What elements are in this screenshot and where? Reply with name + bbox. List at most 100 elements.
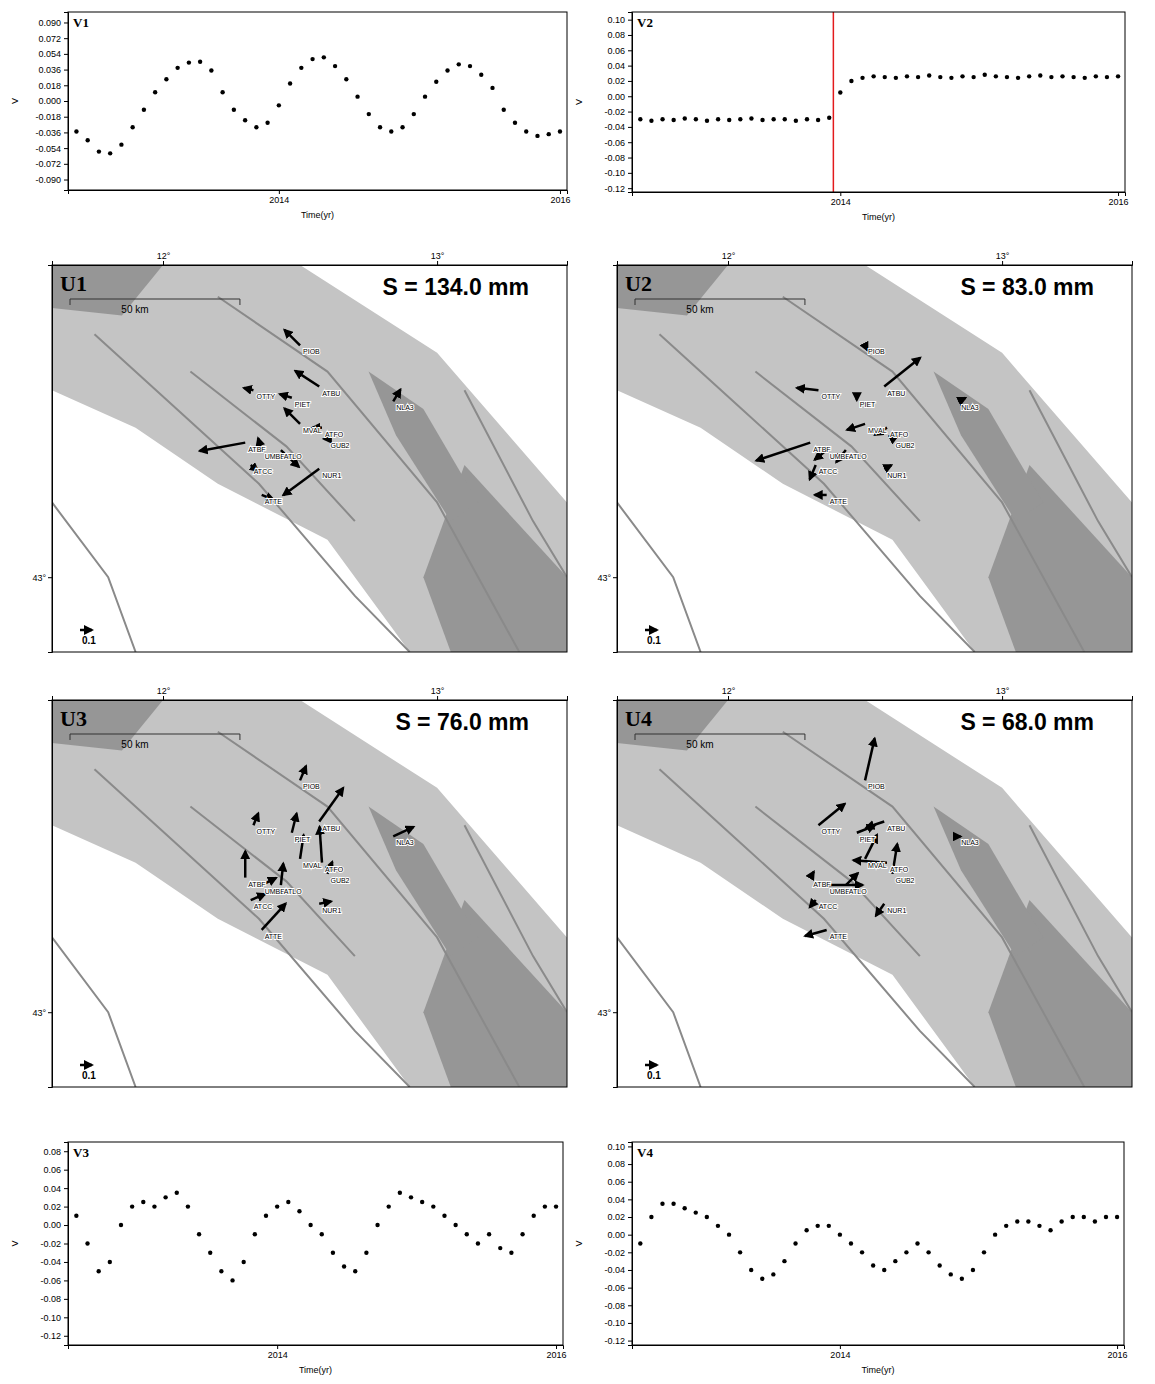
- tick-label: 0.06: [43, 1165, 61, 1175]
- station-label: ATCC: [254, 468, 273, 475]
- data-point: [308, 1223, 312, 1227]
- station-label: GUB2: [330, 877, 349, 884]
- tick-mark: [64, 148, 68, 149]
- tick: 13°: [431, 251, 445, 265]
- map-frame: [617, 700, 1132, 1087]
- data-point: [1059, 1219, 1063, 1223]
- axis-xticks: 20142016: [633, 192, 1129, 207]
- fault-line: [1029, 825, 1132, 1012]
- data-point: [1116, 74, 1120, 78]
- data-point: [682, 1206, 686, 1210]
- station-label: UMBE: [830, 888, 851, 895]
- tick-label: 2014: [268, 1350, 288, 1360]
- tick-mark: [840, 192, 841, 196]
- tick-label: -0.06: [40, 1276, 61, 1286]
- station-label: MVAL: [868, 862, 887, 869]
- tick: 43°: [597, 1008, 617, 1018]
- data-point: [671, 1202, 675, 1206]
- panel: 0.100.080.060.040.020.00-0.02-0.04-0.06-…: [574, 1142, 1128, 1375]
- station-label: ATBF: [248, 881, 265, 888]
- tick-label: 0.02: [607, 76, 625, 86]
- fault-line: [755, 372, 919, 522]
- tick-mark: [64, 1336, 68, 1337]
- data-point: [310, 57, 314, 61]
- data-point: [1005, 75, 1009, 79]
- data-point: [927, 73, 931, 77]
- tick-label: -0.12: [40, 1331, 61, 1341]
- data-point: [197, 1232, 201, 1236]
- tick: 43°: [597, 573, 617, 583]
- data-point: [705, 1215, 709, 1219]
- tick-mark: [628, 1288, 632, 1289]
- axis-line: [613, 266, 618, 653]
- station-label: PIET: [860, 401, 876, 408]
- tick-label: 0.072: [38, 34, 61, 44]
- tick-mark: [628, 142, 632, 143]
- data-point: [905, 74, 909, 78]
- data-point: [264, 1214, 268, 1218]
- vector-arrow: [756, 443, 810, 461]
- tick: 43°: [32, 1008, 52, 1018]
- data-point: [982, 1250, 986, 1254]
- tick-mark: [277, 1345, 278, 1349]
- tick: -0.018: [35, 112, 68, 122]
- tick-mark: [64, 1280, 68, 1281]
- vector-arrow: [284, 330, 300, 346]
- data-point: [241, 1260, 245, 1264]
- station-label: PIET: [295, 401, 311, 408]
- tick: 2016: [550, 190, 570, 205]
- tick-mark: [64, 22, 68, 23]
- tick-label: -0.02: [604, 1248, 625, 1258]
- fault-line: [755, 807, 919, 957]
- map-panel: PIOBATBUNLA3OTTYPIETMVALATFOGUB2ATBFUMBE…: [32, 686, 567, 1088]
- data-point: [716, 1224, 720, 1228]
- tick-mark: [628, 127, 632, 128]
- tick: -0.12: [604, 1336, 632, 1346]
- relief-light: [617, 700, 1132, 1087]
- vector-arrow: [797, 388, 819, 390]
- vector-arrow: [810, 872, 814, 878]
- tick-label: 12°: [157, 251, 171, 261]
- tick: 0.00: [43, 1220, 68, 1230]
- tick-mark: [64, 38, 68, 39]
- y-axis-title: V: [10, 1240, 20, 1246]
- data-point: [453, 1223, 457, 1227]
- relief: [617, 700, 1132, 1087]
- annotation: S = 76.0 mm: [395, 709, 529, 735]
- tick-mark: [628, 96, 632, 97]
- relief-light: [52, 265, 567, 652]
- figure-svg: 0.0900.0720.0540.0360.0180.000-0.018-0.0…: [0, 0, 1155, 1384]
- axis-xticks: 12°13°: [53, 686, 568, 701]
- reference-label: 0.1: [647, 1070, 661, 1081]
- vector-arrow: [253, 813, 258, 825]
- tick: -0.06: [40, 1276, 68, 1286]
- data-point: [389, 129, 393, 133]
- data-point: [320, 1232, 324, 1236]
- station-label: ATLO: [849, 453, 867, 460]
- axis-yticks: 43°: [32, 266, 52, 653]
- axis-xticks: 20142016: [69, 190, 571, 205]
- tick-mark: [840, 1345, 841, 1349]
- data-point: [771, 1272, 775, 1276]
- tick-label: 2016: [1108, 1350, 1128, 1360]
- data-point: [1026, 1219, 1030, 1223]
- data-point: [838, 1232, 842, 1236]
- tick-label: 0.04: [607, 61, 625, 71]
- data-point: [442, 1214, 446, 1218]
- tick: 2014: [830, 1345, 850, 1360]
- tick-label: -0.12: [604, 1336, 625, 1346]
- data-point: [1094, 74, 1098, 78]
- station-label: UMBE: [265, 888, 286, 895]
- tick-label: 0.04: [607, 1195, 625, 1205]
- station-label: GUB2: [895, 877, 914, 884]
- vector-arrow: [251, 894, 265, 900]
- tick-label: 43°: [32, 573, 46, 583]
- axis-line: [618, 261, 1133, 266]
- scale-bar: 50 km: [70, 734, 240, 750]
- vector-arrow: [884, 358, 920, 387]
- data-point: [490, 86, 494, 90]
- tick-label: -0.08: [604, 1301, 625, 1311]
- x-axis-title: Time(yr): [862, 212, 895, 222]
- scale-bar: 50 km: [70, 299, 240, 315]
- tick: 0.06: [607, 46, 632, 56]
